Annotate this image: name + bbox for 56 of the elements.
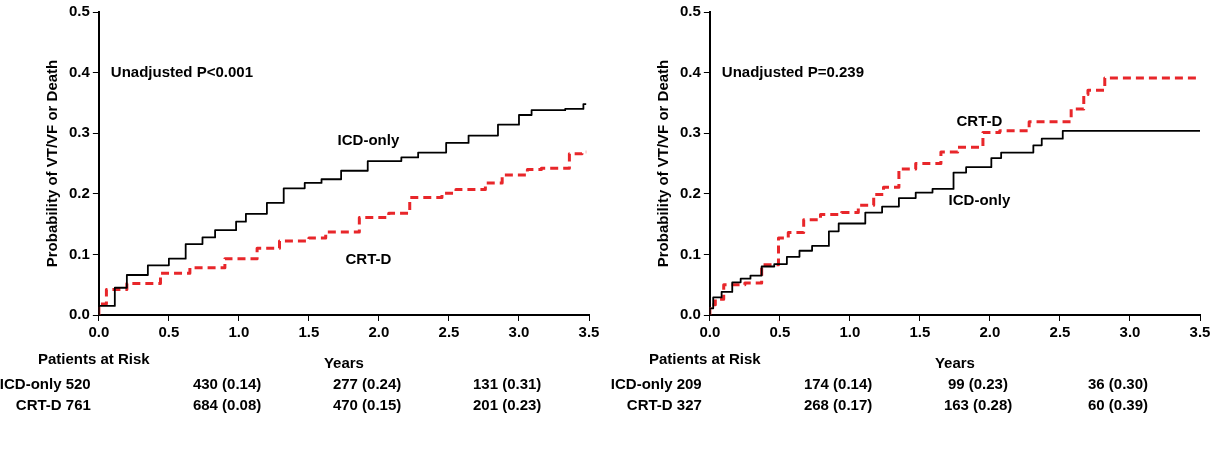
text: 131 (0.31)	[472, 375, 542, 393]
x-tick-label: 1.5	[298, 323, 320, 341]
x-tick-label: 2.5	[1049, 323, 1071, 341]
x-tick-label: 0.0	[88, 323, 110, 341]
y-tick-label: 0.4	[679, 62, 702, 80]
y-axis-title: Probability of VT/VF or Death	[654, 59, 672, 268]
text: 430 (0.14)	[192, 375, 262, 393]
text: CRT-D 761	[15, 396, 91, 414]
text: 163 (0.28)	[943, 396, 1013, 414]
y-tick-label: 0.5	[68, 2, 90, 20]
y-tick-label: 0.0	[679, 305, 701, 323]
y-tick-label: 0.2	[68, 183, 90, 201]
series-label: CRT-D	[345, 250, 392, 268]
y-tick-label: 0.3	[679, 123, 701, 141]
y-tick-label: 0.1	[679, 244, 701, 262]
text: ICD-only 209	[610, 375, 702, 393]
x-axis-title: Years	[934, 354, 975, 372]
text: 99 (0.23)	[947, 375, 1008, 393]
x-tick-label: 0.5	[769, 323, 791, 341]
x-tick-label: 3.5	[578, 323, 600, 341]
series-label: ICD-only	[948, 190, 1011, 208]
y-tick-label: 0.5	[679, 2, 701, 20]
text: 36 (0.30)	[1087, 375, 1149, 393]
text: Patients at Risk	[649, 350, 761, 368]
y-tick-label: 0.4	[68, 62, 91, 80]
x-tick-label: 1.0	[228, 323, 250, 341]
x-tick-label: 1.0	[839, 323, 861, 341]
text: 201 (0.23)	[472, 396, 542, 414]
x-tick-label: 2.0	[368, 323, 390, 341]
annotation: Unadjusted P=0.239	[721, 62, 865, 80]
x-tick-label: 1.5	[909, 323, 931, 341]
x-tick-label: 2.5	[438, 323, 460, 341]
x-tick-label: 3.5	[1189, 323, 1211, 341]
series-label: CRT-D	[956, 112, 1003, 130]
text: 470 (0.15)	[332, 396, 402, 414]
x-axis-title: Years	[323, 354, 364, 372]
text: ICD-only 520	[0, 375, 91, 393]
text: 268 (0.17)	[803, 396, 873, 414]
text: Patients at Risk	[38, 350, 150, 368]
y-tick-label: 0.0	[68, 305, 90, 323]
y-tick-label: 0.2	[679, 183, 701, 201]
x-tick-label: 0.0	[699, 323, 721, 341]
text: 684 (0.08)	[192, 396, 262, 414]
x-tick-label: 3.0	[508, 323, 530, 341]
y-tick-label: 0.1	[68, 244, 90, 262]
x-tick-label: 3.0	[1119, 323, 1141, 341]
text: 60 (0.39)	[1087, 396, 1149, 414]
y-tick-label: 0.3	[68, 123, 90, 141]
text: CRT-D 327	[626, 396, 702, 414]
x-tick-label: 0.5	[158, 323, 180, 341]
x-tick-label: 2.0	[979, 323, 1001, 341]
y-axis-title: Probability of VT/VF or Death	[43, 59, 61, 268]
text: 277 (0.24)	[332, 375, 402, 393]
annotation: Unadjusted P<0.001	[110, 62, 254, 80]
text: 174 (0.14)	[803, 375, 873, 393]
series-label: ICD-only	[337, 130, 400, 148]
